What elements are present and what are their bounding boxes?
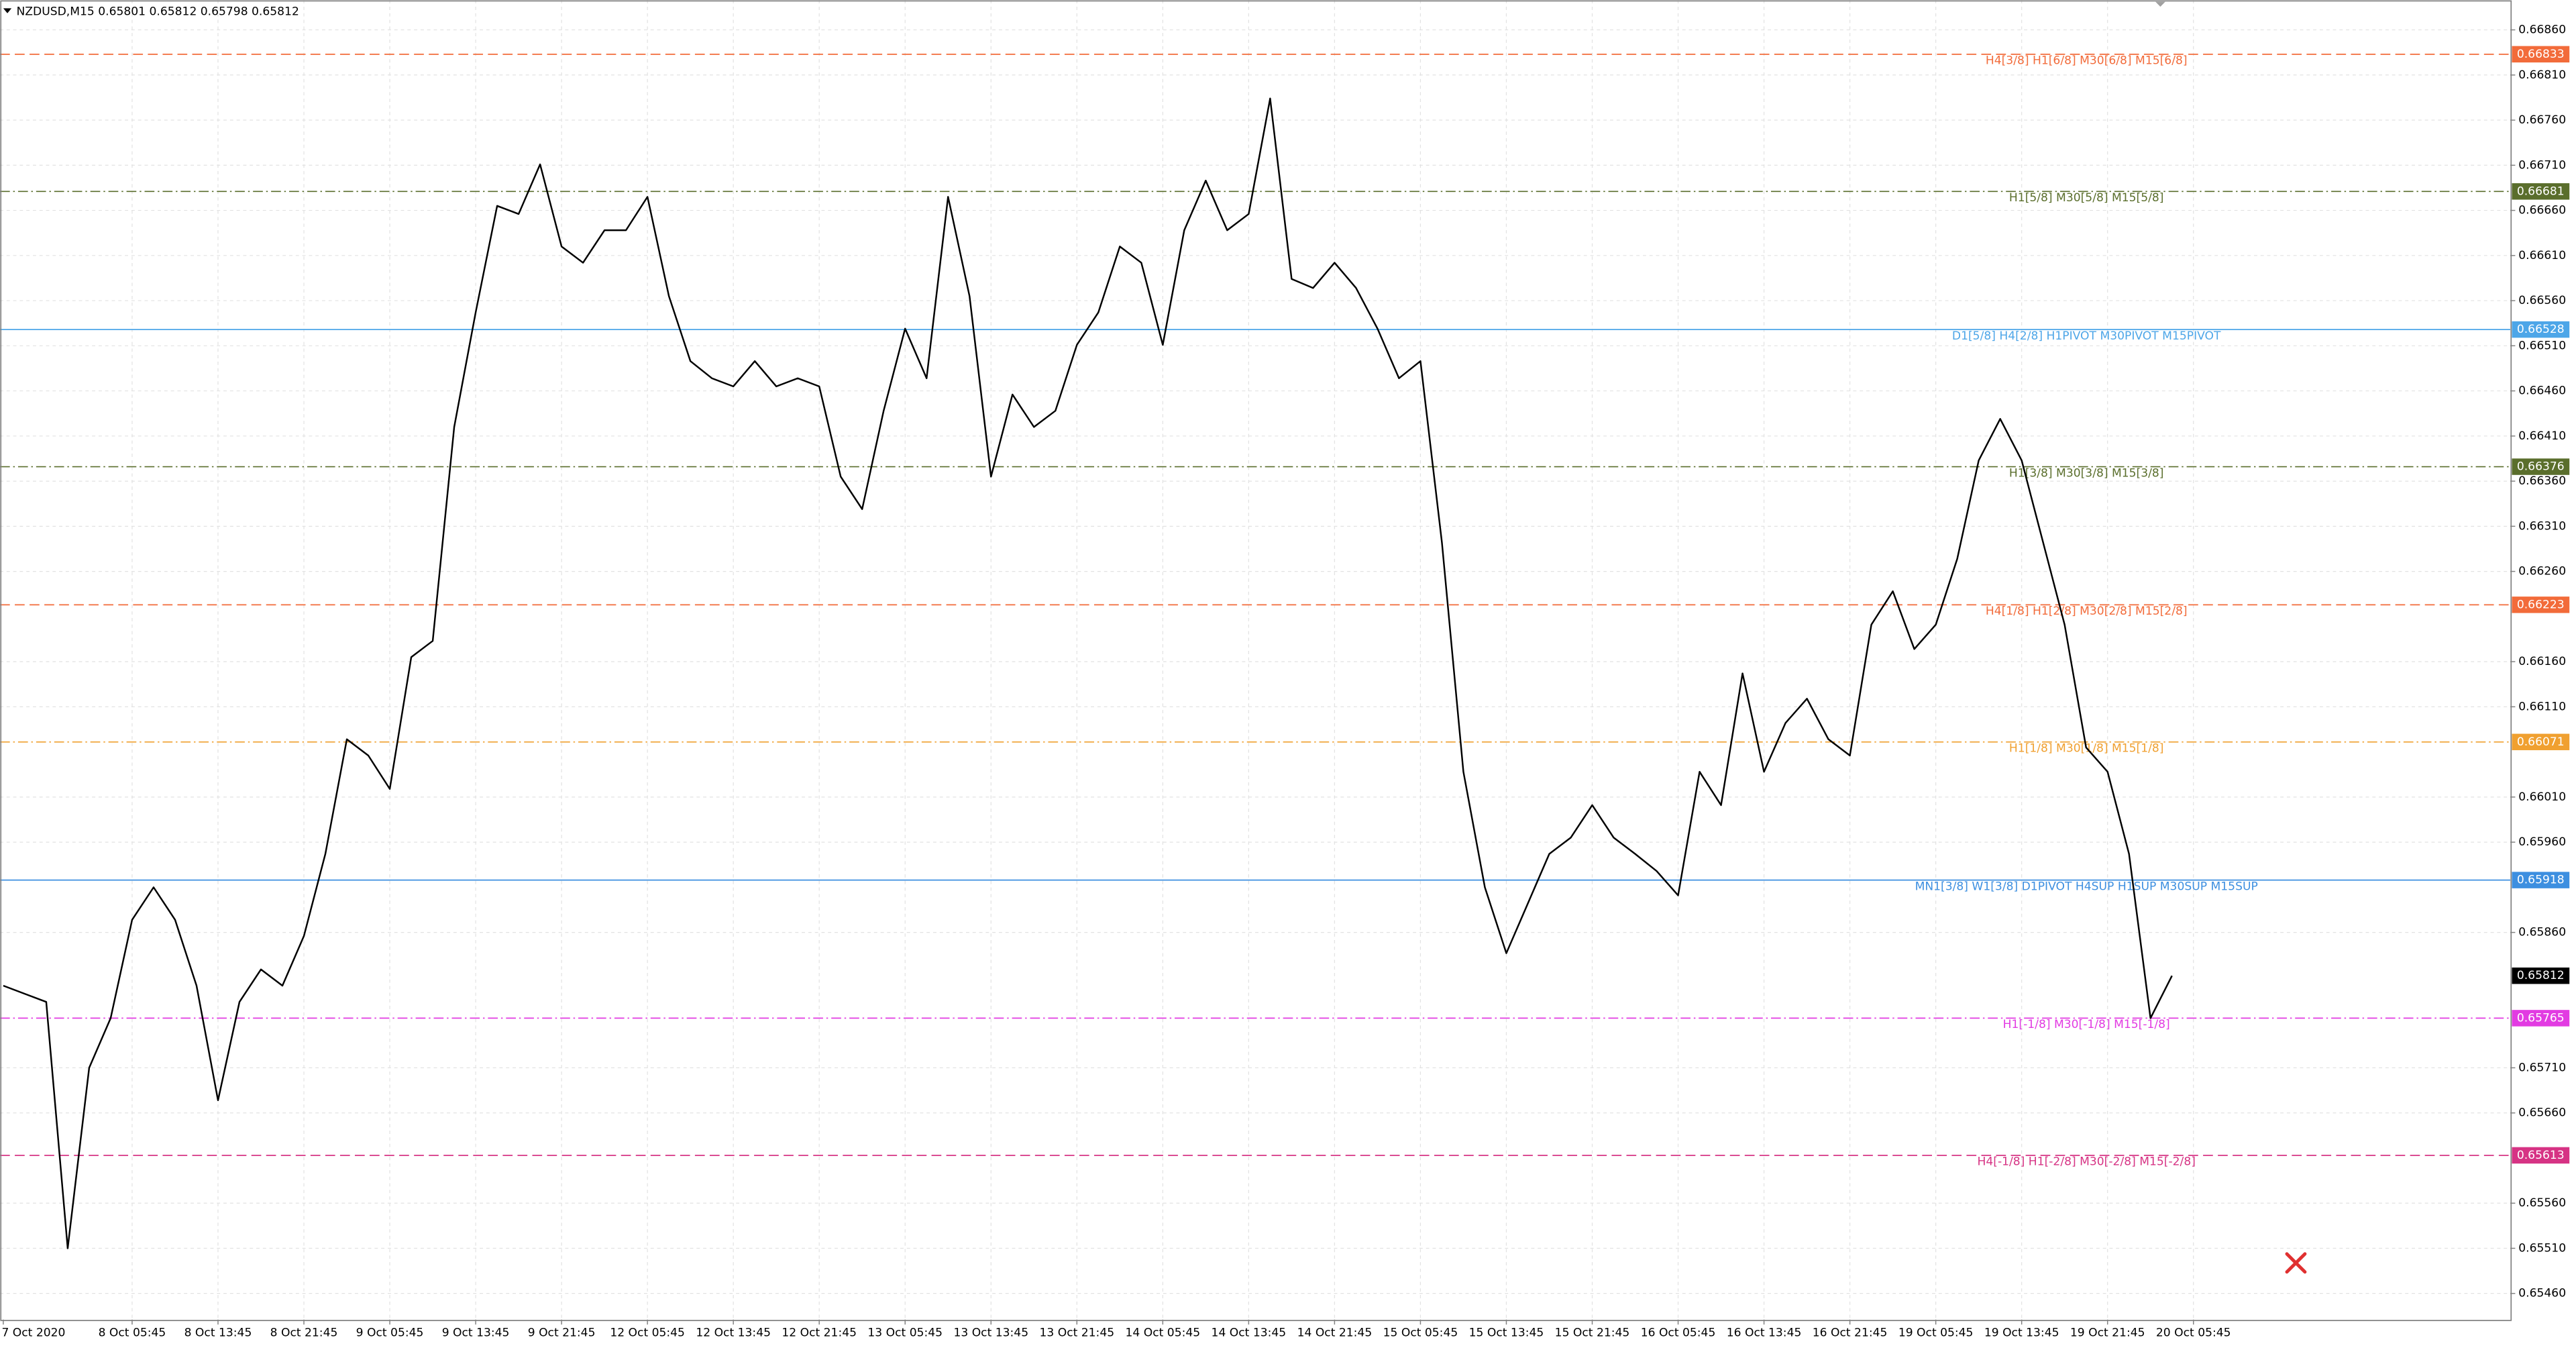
y-tick-label: 0.66710 <box>2518 158 2566 172</box>
y-tick-label: 0.66410 <box>2518 429 2566 443</box>
y-tick-label: 0.66810 <box>2518 68 2566 82</box>
level-label: H1[-1/8] M30[-1/8] M15[-1/8] <box>2003 1018 2170 1031</box>
x-tick-label: 14 Oct 05:45 <box>1126 1326 1201 1339</box>
y-tick-label: 0.66110 <box>2518 700 2566 713</box>
y-tick-label: 0.65860 <box>2518 926 2566 939</box>
grid-layer <box>0 0 2511 1320</box>
y-tick-label: 0.66160 <box>2518 655 2566 668</box>
x-tick-label: 12 Oct 13:45 <box>696 1326 771 1339</box>
y-tick-label: 0.65710 <box>2518 1061 2566 1074</box>
level-price-label: 0.66528 <box>2517 323 2565 336</box>
x-tick-label: 13 Oct 13:45 <box>953 1326 1028 1339</box>
x-tick-label: 19 Oct 05:45 <box>1898 1326 1974 1339</box>
x-tick-label: 15 Oct 05:45 <box>1383 1326 1458 1339</box>
price-line <box>3 97 2173 1249</box>
title-arrow <box>3 8 12 13</box>
level-label: MN1[3/8] W1[3/8] D1PIVOT H4SUP H1SUP M30… <box>1915 880 2258 893</box>
axes-layer: 0.66860 0.66810 0.66760 0.66710 0.66660 0.666… <box>1 23 2570 1339</box>
current-price-box <box>2512 967 2570 984</box>
y-tick-label: 0.65460 <box>2518 1287 2566 1300</box>
y-tick-label: 0.66610 <box>2518 249 2566 262</box>
plot-frame <box>0 0 2512 1321</box>
y-tick-label: 0.66860 <box>2518 23 2566 37</box>
y-tick-label: 0.66360 <box>2518 474 2566 488</box>
x-tick-label: 19 Oct 13:45 <box>1984 1326 2059 1339</box>
x-tick-label: 8 Oct 13:45 <box>184 1326 252 1339</box>
close-icon-stroke <box>2285 1252 2307 1274</box>
x-tick-label: 9 Oct 21:45 <box>528 1326 596 1339</box>
y-tick-label: 0.65560 <box>2518 1196 2566 1210</box>
y-tick-label: 0.66010 <box>2518 790 2566 804</box>
x-tick-label: 16 Oct 21:45 <box>1813 1326 1888 1339</box>
x-tick-label: 16 Oct 05:45 <box>1641 1326 1716 1339</box>
level-label: H1[5/8] M30[5/8] M15[5/8] <box>2009 191 2164 205</box>
level-price-label: 0.66071 <box>2517 735 2565 749</box>
x-tick-label: 8 Oct 21:45 <box>270 1326 338 1339</box>
x-tick-label: 7 Oct 2020 <box>1 1326 65 1339</box>
level-label: H4[1/8] H1[2/8] M30[2/8] M15[2/8] <box>1986 605 2188 618</box>
y-tick-label: 0.65660 <box>2518 1106 2566 1120</box>
levels-layer: H4[3/8] H1[6/8] M30[6/8] M15[6/8] H1[5/8]… <box>0 53 2511 1169</box>
level-label: H4[-1/8] H1[-2/8] M30[-2/8] M15[-2/8] <box>1977 1155 2195 1169</box>
x-tick-label: 8 Oct 05:45 <box>99 1326 166 1339</box>
level-price-label: 0.66376 <box>2517 460 2565 474</box>
y-tick-label: 0.65960 <box>2518 835 2566 849</box>
x-tick-label: 12 Oct 21:45 <box>782 1326 857 1339</box>
x-tick-label: 15 Oct 13:45 <box>1469 1326 1544 1339</box>
x-tick-label: 13 Oct 05:45 <box>867 1326 943 1339</box>
level-price-label: 0.66833 <box>2517 48 2565 61</box>
level-price-box <box>2512 46 2570 63</box>
level-label: H1[3/8] M30[3/8] M15[3/8] <box>2009 466 2164 480</box>
x-tick-label: 12 Oct 05:45 <box>610 1326 685 1339</box>
level-label: D1[5/8] H4[2/8] H1PIVOT M30PIVOT M15PIVO… <box>1952 329 2221 343</box>
series-layer <box>3 97 2173 1249</box>
level-price-box <box>2512 597 2570 613</box>
level-price-label: 0.65613 <box>2517 1149 2565 1162</box>
y-tick-label: 0.66260 <box>2518 565 2566 578</box>
x-tick-label: 13 Oct 21:45 <box>1039 1326 1114 1339</box>
level-price-label: 0.65765 <box>2517 1011 2565 1025</box>
level-price-box <box>2512 733 2570 751</box>
x-tick-label: 14 Oct 21:45 <box>1297 1326 1373 1339</box>
x-tick-label: 15 Oct 21:45 <box>1555 1326 1630 1339</box>
close-icon[interactable] <box>2285 1252 2307 1274</box>
x-tick-label: 20 Oct 05:45 <box>2156 1326 2231 1339</box>
level-price-box <box>2512 183 2570 200</box>
x-tick-label: 19 Oct 21:45 <box>2070 1326 2145 1339</box>
shift-marker <box>2155 1 2165 7</box>
y-tick-label: 0.66460 <box>2518 384 2566 398</box>
y-tick-label: 0.66560 <box>2518 294 2566 307</box>
y-tick-label: 0.65510 <box>2518 1241 2566 1255</box>
level-price-label: 0.66223 <box>2517 598 2565 611</box>
current-price-label: 0.65812 <box>2517 969 2565 982</box>
level-price-box <box>2512 458 2570 475</box>
chart-title: NZDUSD,M15 0.65801 0.65812 0.65798 0.658… <box>16 5 299 18</box>
y-tick-label: 0.66660 <box>2518 204 2566 217</box>
level-price-box <box>2512 1147 2570 1164</box>
x-tick-label: 9 Oct 13:45 <box>442 1326 510 1339</box>
y-tick-label: 0.66760 <box>2518 113 2566 127</box>
x-tick-label: 16 Oct 13:45 <box>1727 1326 1802 1339</box>
level-price-box <box>2512 872 2570 888</box>
y-tick-label: 0.66510 <box>2518 339 2566 352</box>
x-tick-label: 9 Oct 05:45 <box>356 1326 424 1339</box>
x-tick-label: 14 Oct 13:45 <box>1212 1326 1287 1339</box>
level-price-label: 0.65918 <box>2517 874 2565 887</box>
level-price-label: 0.66681 <box>2517 185 2565 198</box>
y-tick-label: 0.66310 <box>2518 519 2566 533</box>
level-price-box <box>2512 321 2570 338</box>
level-label: H4[3/8] H1[6/8] M30[6/8] M15[6/8] <box>1986 54 2188 68</box>
level-price-box <box>2512 1010 2570 1027</box>
